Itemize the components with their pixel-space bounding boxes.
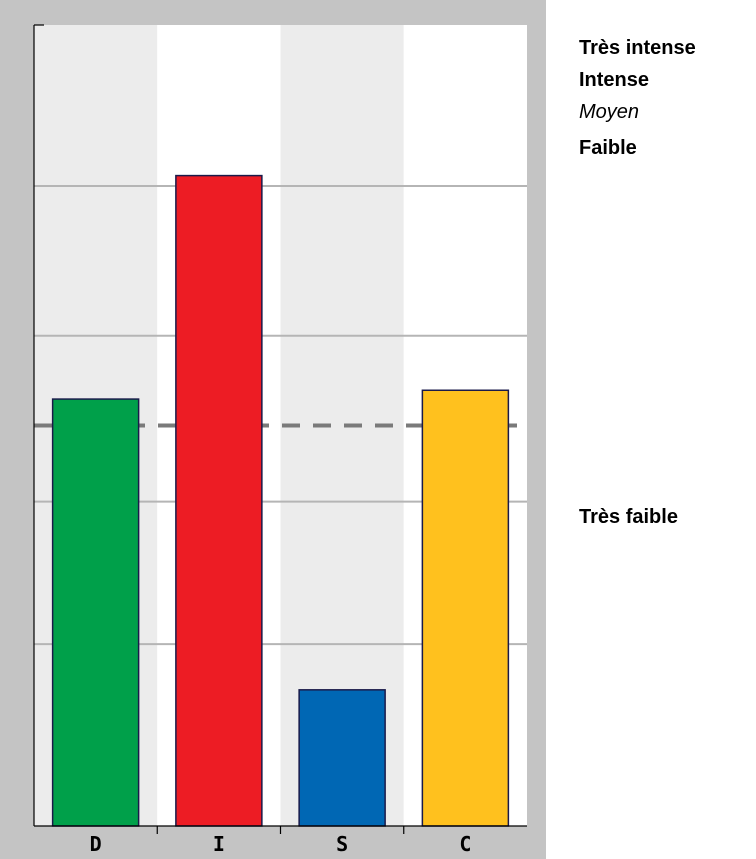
- x-tick-label-i: I: [213, 832, 225, 856]
- level-label: Intense: [579, 69, 650, 92]
- level-label: Moyen: [579, 101, 640, 124]
- x-tick-label-d: D: [90, 832, 102, 856]
- bar-c: [421, 389, 510, 827]
- level-label: Très intense: [579, 37, 696, 60]
- x-tick-label-s: S: [336, 832, 348, 856]
- level-label: Très faible: [579, 505, 678, 528]
- bar-d: [51, 398, 140, 827]
- level-label: Faible: [579, 137, 637, 160]
- x-tick-label-c: C: [459, 832, 471, 856]
- bar-s: [298, 689, 386, 827]
- bar-i: [175, 174, 263, 827]
